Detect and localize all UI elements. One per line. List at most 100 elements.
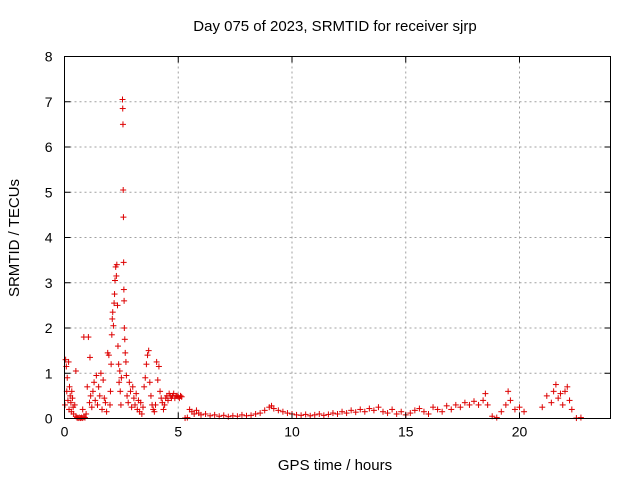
data-point [108, 331, 115, 338]
data-point [146, 379, 153, 386]
data-point [471, 398, 477, 405]
data-point [122, 349, 129, 356]
data-point [457, 404, 464, 411]
data-point [115, 361, 122, 368]
data-point [329, 410, 336, 417]
data-point [116, 379, 123, 386]
data-point [284, 410, 291, 417]
data-point [71, 401, 78, 408]
data-point [132, 401, 139, 408]
data-point [65, 358, 72, 365]
data-point [475, 401, 482, 408]
data-point [279, 408, 286, 415]
data-point [86, 399, 93, 406]
data-point [129, 383, 136, 390]
data-point [127, 388, 134, 395]
data-point [566, 397, 573, 404]
data-point [111, 300, 118, 307]
data-point [93, 372, 100, 379]
data-point [298, 412, 305, 419]
data-point [393, 410, 400, 417]
data-point [69, 395, 76, 402]
data-point [123, 372, 130, 379]
data-point [130, 395, 137, 402]
data-point [119, 121, 126, 128]
data-point [92, 397, 99, 404]
data-point [154, 377, 161, 384]
data-point [416, 405, 423, 412]
data-point [493, 414, 500, 421]
data-point [316, 410, 323, 417]
data-point [121, 325, 128, 331]
data-point [348, 407, 355, 414]
data-point [161, 401, 168, 408]
data-point [124, 392, 131, 399]
data-point [139, 404, 146, 411]
data-point [425, 410, 432, 417]
data-point [97, 370, 104, 377]
data-point [86, 354, 93, 361]
data-point [114, 343, 121, 350]
y-tick-label: 8 [45, 49, 53, 65]
data-point [334, 410, 341, 417]
data-point [270, 405, 277, 412]
data-point [102, 399, 109, 406]
data-point [112, 277, 119, 284]
data-point [516, 404, 523, 411]
data-point [96, 392, 103, 399]
data-point [320, 412, 327, 419]
data-point [466, 401, 473, 408]
data-point [407, 410, 414, 417]
data-point [177, 392, 184, 399]
data-point [95, 383, 102, 390]
data-point [142, 374, 149, 381]
data-point [103, 408, 110, 415]
axis-ticks: 0 5 10 15 20 0 1 2 3 4 5 6 7 8 [45, 49, 611, 440]
y-tick-label: 2 [45, 320, 53, 336]
data-point [370, 407, 377, 414]
chart-title: Day 075 of 2023, SRMTID for receiver sjr… [193, 18, 476, 35]
x-tick-label: 10 [284, 424, 300, 440]
data-point [411, 407, 418, 414]
data-point [325, 411, 332, 418]
data-point [352, 409, 359, 416]
y-tick-label: 4 [45, 230, 53, 246]
data-point [107, 401, 113, 408]
data-point [72, 367, 79, 374]
data-point [85, 334, 92, 341]
data-point [137, 399, 144, 406]
data-point [110, 322, 117, 329]
y-tick-label: 1 [45, 365, 53, 381]
data-point [101, 395, 108, 402]
data-point [138, 410, 145, 417]
grid-lines [64, 56, 611, 419]
data-point [125, 399, 132, 406]
x-tick-label: 0 [61, 424, 69, 440]
data-point [375, 404, 382, 411]
y-tick-label: 6 [45, 139, 53, 155]
y-axis-title: SRMTID / TECUs [6, 179, 23, 297]
data-point [307, 412, 314, 419]
data-point [153, 358, 160, 365]
data-point [107, 388, 114, 395]
data-point [568, 406, 575, 413]
data-point [126, 379, 133, 386]
data-point [191, 410, 198, 417]
data-point [113, 272, 120, 279]
data-point [128, 404, 135, 411]
data-point [357, 406, 364, 413]
y-tick-label: 0 [45, 411, 53, 427]
data-point [207, 412, 214, 419]
data-point [238, 411, 245, 418]
data-point [119, 105, 126, 112]
data-point [119, 96, 126, 103]
data-point [84, 383, 91, 390]
data-point [88, 404, 95, 411]
data-point [105, 352, 112, 359]
data-point [120, 259, 127, 266]
data-point [114, 302, 121, 309]
x-axis-title: GPS time / hours [278, 457, 392, 474]
data-point [120, 214, 127, 221]
data-point [68, 388, 75, 395]
data-point [141, 383, 148, 390]
